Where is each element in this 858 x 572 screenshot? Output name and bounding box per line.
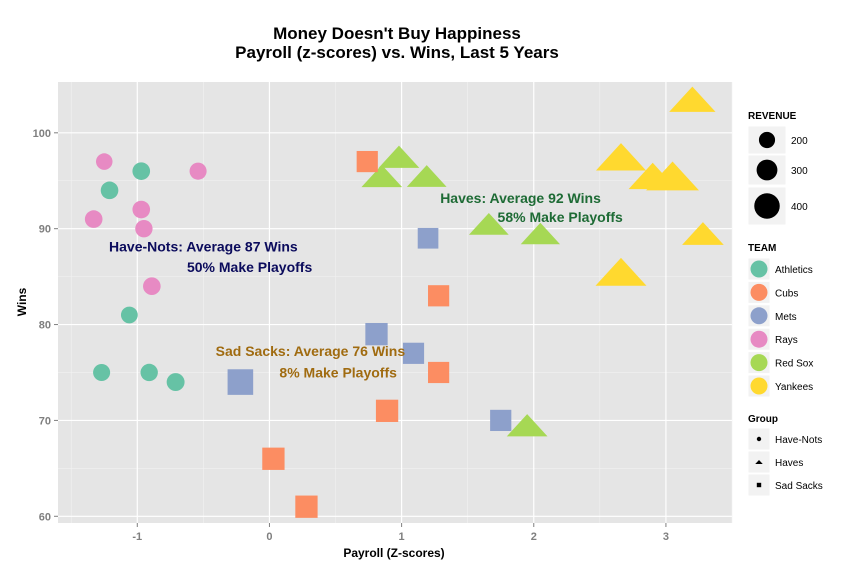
x-axis-ticks: -1 0 1 2 3 (132, 523, 669, 543)
point-athletics (93, 363, 111, 382)
x-tick-label: 3 (663, 531, 669, 543)
y-tick-label: 80 (39, 320, 51, 332)
x-tick-label: -1 (132, 531, 142, 543)
legend-revenue-label: 400 (791, 202, 808, 213)
annotation-2: Haves: Average 92 Wins (440, 190, 601, 206)
legend-team-label: Yankees (775, 382, 813, 393)
point-athletics (132, 162, 151, 180)
point-yankees (682, 222, 724, 245)
point-mets (490, 409, 512, 432)
legend-group-label: Haves (775, 458, 803, 469)
point-yankees (595, 257, 647, 286)
y-axis-ticks: 60 70 80 90 100 (33, 128, 58, 523)
point-yankees (595, 143, 647, 171)
point-athletics (140, 363, 158, 382)
chart-title-line-1: Money Doesn't Buy Happiness (273, 24, 521, 43)
y-tick-label: 70 (39, 415, 51, 427)
annotation-0: Have-Nots: Average 87 Wins (109, 239, 298, 255)
legend-group-label: Sad Sacks (775, 481, 823, 492)
legend-team-symbol (750, 307, 768, 325)
legend-team-symbol (750, 260, 768, 278)
legend-group-title: Group (748, 414, 778, 425)
point-cubs (295, 495, 318, 518)
data-points (84, 86, 724, 518)
annotations: Have-Nots: Average 87 Wins 50% Make Playo… (109, 190, 623, 380)
annotation-5: 8% Make Playoffs (279, 364, 397, 380)
point-cubs (428, 361, 450, 384)
point-red-sox (406, 165, 447, 187)
point-rays (135, 220, 153, 238)
point-cubs (375, 399, 399, 422)
legend-group-symbol (756, 482, 762, 488)
annotation-3: 58% Make Playoffs (498, 209, 623, 225)
point-cubs (262, 447, 285, 470)
point-red-sox (378, 145, 420, 168)
y-axis-label: Wins (15, 287, 29, 316)
legend-team-label: Cubs (775, 288, 798, 299)
legend-team-label: Athletics (775, 265, 813, 276)
point-yankees (669, 86, 716, 112)
legend-group-label: Have-Nots (775, 435, 822, 446)
y-tick-label: 90 (39, 224, 51, 236)
annotation-4: Sad Sacks: Average 76 Wins (216, 343, 406, 359)
legend-team-label: Red Sox (775, 359, 813, 370)
legend-revenue-title: REVENUE (748, 111, 797, 122)
point-red-sox (520, 222, 561, 245)
x-tick-label: 2 (531, 531, 537, 543)
point-cubs (356, 150, 378, 173)
legend-revenue-label: 200 (791, 136, 808, 147)
legend-team-symbol (750, 354, 768, 372)
point-mets (402, 342, 425, 364)
legend-revenue-label: 300 (791, 166, 808, 177)
point-rays (132, 200, 151, 219)
legend-revenue-symbol (754, 193, 780, 219)
legend-team-label: Rays (775, 335, 798, 346)
legend-team-symbol (750, 283, 768, 301)
legend-group-symbol (756, 436, 762, 442)
legend-team-symbol (750, 330, 768, 348)
point-rays (143, 277, 161, 296)
point-rays (95, 153, 113, 170)
legend-team-label: Mets (775, 312, 797, 323)
point-mets (417, 227, 439, 249)
point-athletics (166, 373, 185, 392)
legend-revenue-symbol (756, 159, 778, 181)
x-axis-label: Payroll (Z-scores) (343, 546, 444, 560)
point-athletics (100, 181, 119, 200)
point-red-sox (361, 164, 403, 188)
y-tick-label: 60 (39, 511, 51, 523)
point-red-sox (468, 213, 509, 235)
legend-revenue-symbol (758, 131, 776, 149)
legend-group-symbol (755, 459, 763, 465)
x-tick-label: 0 (266, 531, 272, 543)
y-tick-label: 100 (33, 128, 51, 140)
point-mets (365, 322, 388, 346)
annotation-1: 50% Make Playoffs (187, 259, 312, 275)
legend-team-title: TEAM (748, 243, 776, 254)
point-red-sox (506, 414, 548, 437)
point-rays (189, 162, 207, 180)
legend-team-symbol (750, 377, 768, 395)
point-rays (84, 210, 103, 228)
chart-title-line-2: Payroll (z-scores) vs. Wins, Last 5 Year… (235, 43, 559, 62)
point-cubs (428, 285, 450, 307)
legend: REVENUE 200 300 400 TEAM Athletics Cubs Mets Ray… (747, 111, 823, 497)
point-mets (227, 369, 254, 395)
point-yankees (646, 161, 699, 191)
point-athletics (120, 306, 138, 324)
x-tick-label: 1 (399, 531, 405, 543)
plot-panel (58, 82, 732, 523)
